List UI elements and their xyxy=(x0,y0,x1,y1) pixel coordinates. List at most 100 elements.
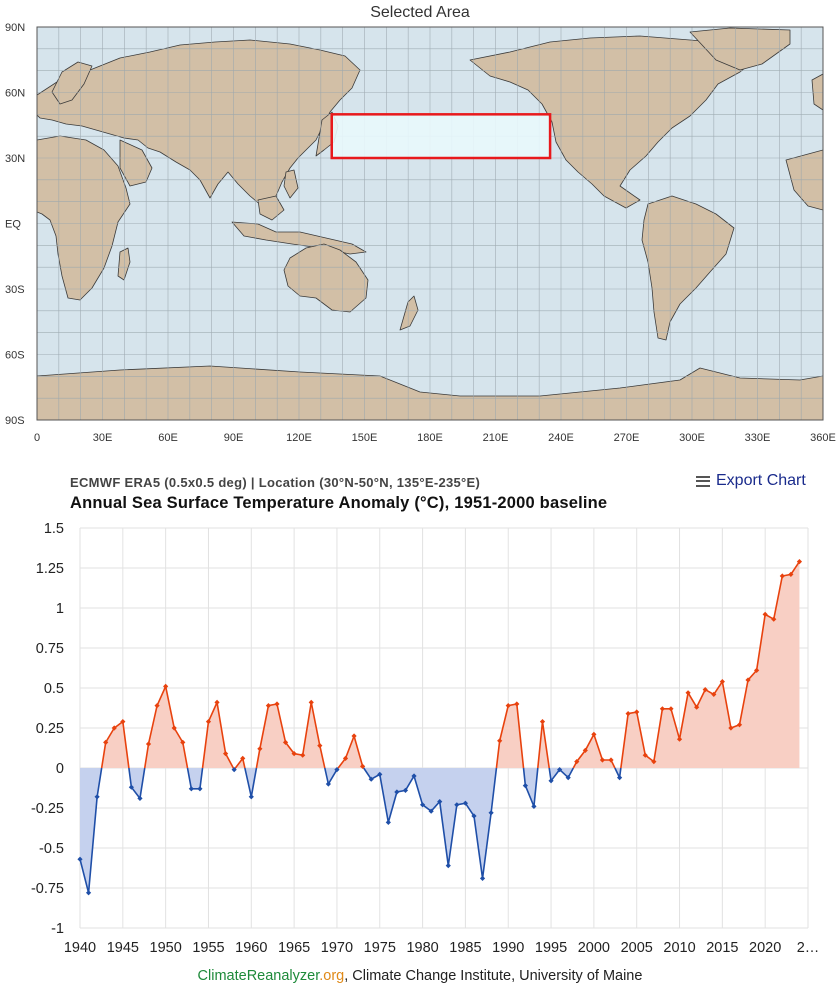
chart-data-point[interactable] xyxy=(505,703,511,709)
chart-data-point[interactable] xyxy=(565,775,571,781)
chart-data-point[interactable] xyxy=(668,706,674,712)
chart-data-point[interactable] xyxy=(77,856,83,862)
chart-data-point[interactable] xyxy=(616,775,623,781)
chart-data-point[interactable] xyxy=(188,786,194,792)
chart-data-point[interactable] xyxy=(719,679,725,685)
map-lon-label: 300E xyxy=(679,432,705,444)
chart-y-tick-label: -0.75 xyxy=(31,881,64,897)
chart-data-point[interactable] xyxy=(479,875,486,881)
chart-data-point[interactable] xyxy=(454,802,460,808)
chart-data-point[interactable] xyxy=(368,776,374,782)
chart-data-point[interactable] xyxy=(257,746,263,752)
chart-data-point[interactable] xyxy=(728,725,734,731)
chart-area-fills xyxy=(80,561,800,893)
export-chart-button[interactable]: Export Chart xyxy=(696,472,806,490)
chart-data-point[interactable] xyxy=(111,725,117,731)
chart-x-tick-label: 1945 xyxy=(107,940,139,956)
chart-data-point[interactable] xyxy=(394,789,400,795)
chart-data-point[interactable] xyxy=(788,571,794,577)
chart-y-tick-label: -0.25 xyxy=(31,801,64,817)
chart-data-point[interactable] xyxy=(85,890,92,896)
chart-data-point[interactable] xyxy=(231,767,237,773)
chart-data-point[interactable] xyxy=(437,799,443,805)
footer-link-reanalyzer[interactable]: Reanalyzer xyxy=(246,968,320,984)
chart-data-point[interactable] xyxy=(557,767,563,773)
chart-data-point[interactable] xyxy=(659,706,665,712)
chart-data-point[interactable] xyxy=(103,739,109,745)
chart-data-point[interactable] xyxy=(308,699,314,705)
chart-data-point[interactable] xyxy=(779,573,785,579)
chart-data-point[interactable] xyxy=(334,767,340,773)
chart-data-point[interactable] xyxy=(197,786,203,792)
chart-data-point[interactable] xyxy=(642,752,648,758)
chart-data-point[interactable] xyxy=(419,802,426,808)
chart-data-point[interactable] xyxy=(694,704,700,710)
chart-data-point[interactable] xyxy=(274,701,280,707)
chart-data-point[interactable] xyxy=(574,759,580,765)
chart-subtitle: ECMWF ERA5 (0.5x0.5 deg) | Location (30°… xyxy=(70,475,481,490)
chart-data-point[interactable] xyxy=(754,667,760,673)
chart-data-point[interactable] xyxy=(514,701,520,707)
chart-data-point[interactable] xyxy=(145,741,152,747)
chart-data-point[interactable] xyxy=(248,794,254,800)
chart-data-point[interactable] xyxy=(591,731,597,737)
chart-data-point[interactable] xyxy=(685,690,691,696)
chart-data-point[interactable] xyxy=(265,703,272,709)
chart-data-point[interactable] xyxy=(240,755,246,761)
chart-data-point[interactable] xyxy=(377,771,383,777)
chart-data-point[interactable] xyxy=(180,739,186,745)
chart-data-point[interactable] xyxy=(342,755,349,761)
chart-data-point[interactable] xyxy=(214,699,220,705)
selected-area-rectangle[interactable] xyxy=(330,113,552,160)
chart-data-point[interactable] xyxy=(762,611,768,617)
chart-data-point[interactable] xyxy=(599,757,606,763)
chart-data-point[interactable] xyxy=(94,794,100,800)
footer-link-org[interactable]: .org xyxy=(319,968,345,984)
chart-data-point[interactable] xyxy=(548,778,554,784)
land-borneo xyxy=(257,195,285,221)
chart-data-point[interactable] xyxy=(351,733,357,739)
chart-data-point[interactable] xyxy=(796,559,803,565)
chart-data-point[interactable] xyxy=(223,751,229,757)
map-longitude-labels: 0 30E 60E 90E 120E 150E 180E 210E 240E 270E 300E 33… xyxy=(34,432,836,444)
chart-data-point[interactable] xyxy=(325,781,331,787)
chart-data-point[interactable] xyxy=(582,747,588,753)
chart-data-point[interactable] xyxy=(522,783,528,789)
chart-data-point[interactable] xyxy=(471,813,477,819)
chart-data-point[interactable] xyxy=(745,677,751,683)
chart-data-point[interactable] xyxy=(702,687,708,693)
chart-data-point[interactable] xyxy=(137,795,143,801)
chart-data-point[interactable] xyxy=(154,703,160,709)
footer-link-climate[interactable]: Climate xyxy=(197,968,247,984)
chart-data-point[interactable] xyxy=(539,719,546,725)
chart-data-point[interactable] xyxy=(163,683,169,689)
chart-data-point[interactable] xyxy=(411,773,417,779)
chart-data-point[interactable] xyxy=(462,800,469,806)
chart-data-point[interactable] xyxy=(205,719,212,725)
chart-data-point[interactable] xyxy=(300,752,306,758)
chart-data-point[interactable] xyxy=(128,784,134,790)
chart-data-point[interactable] xyxy=(171,725,177,731)
chart-data-point[interactable] xyxy=(291,751,297,757)
chart-data-point[interactable] xyxy=(402,787,409,793)
chart-y-tick-label: 0.5 xyxy=(44,681,64,697)
chart-data-point[interactable] xyxy=(651,759,657,765)
chart-data-points xyxy=(77,559,803,896)
chart-data-point[interactable] xyxy=(625,711,631,717)
chart-data-point[interactable] xyxy=(497,738,503,744)
chart-data-point[interactable] xyxy=(445,863,451,869)
chart-data-point[interactable] xyxy=(771,616,777,622)
chart-data-point[interactable] xyxy=(676,736,683,742)
chart-data-point[interactable] xyxy=(531,803,537,809)
chart-data-point[interactable] xyxy=(385,819,391,825)
chart-data-point[interactable] xyxy=(120,719,126,725)
chart-data-point[interactable] xyxy=(711,691,717,697)
chart-data-point[interactable] xyxy=(360,763,366,769)
chart-data-point[interactable] xyxy=(282,739,289,745)
chart-data-point[interactable] xyxy=(428,808,434,814)
chart-data-point[interactable] xyxy=(317,743,323,749)
chart-data-point[interactable] xyxy=(736,722,743,728)
chart-data-point[interactable] xyxy=(488,810,494,816)
chart-data-point[interactable] xyxy=(608,757,614,763)
chart-data-point[interactable] xyxy=(634,709,640,715)
